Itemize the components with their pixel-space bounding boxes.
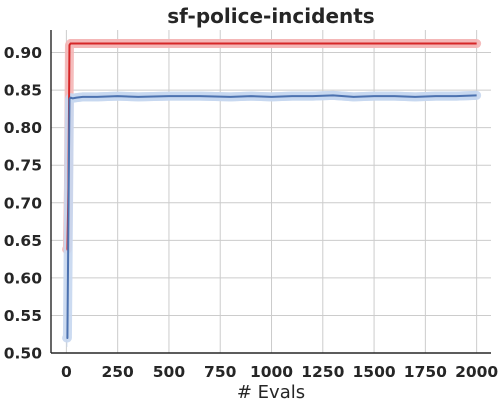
x-tick-label: 0 [61,363,72,381]
x-tick-labels: 0 250 500 750 1000 1250 1500 1750 2000 [61,363,498,381]
x-axis-label: # Evals [237,382,305,403]
y-tick-label: 0.85 [4,82,42,100]
y-tick-label: 0.70 [4,194,42,212]
x-tick-label: 250 [101,363,134,381]
grid-lines [51,30,491,354]
x-tick-label: 1500 [353,363,396,381]
x-tick-label: 500 [153,363,186,381]
x-tick-label: 2000 [455,363,498,381]
x-tick-label: 1250 [301,363,344,381]
x-tick-label: 1000 [250,363,293,381]
chart-title: sf-police-incidents [167,4,374,28]
y-tick-label: 0.55 [4,307,42,325]
y-tick-label: 0.90 [4,44,42,62]
series-1-line [66,94,477,339]
x-tick-label: 1750 [404,363,447,381]
axes-spines [50,30,491,354]
y-tick-label: 0.60 [4,269,42,287]
y-tick-label: 0.80 [4,119,42,137]
y-tick-labels: 0.50 0.55 0.60 0.65 0.70 0.75 0.80 0.85 0.90 [4,44,42,362]
y-tick-label: 0.75 [4,157,42,175]
x-tick-label: 750 [204,363,237,381]
series-lines [66,42,477,339]
y-tick-label: 0.65 [4,232,42,250]
y-tick-label: 0.50 [4,345,42,363]
